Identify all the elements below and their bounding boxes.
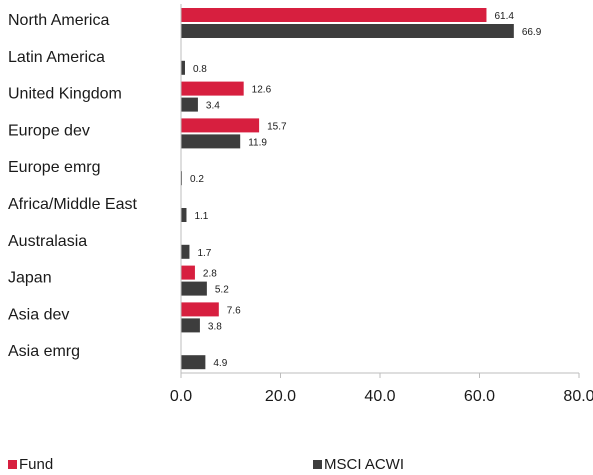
bar-msci-acwi-asia-emrg	[181, 355, 206, 370]
value-label-msci-acwi-united-kingdom: 3.4	[206, 101, 220, 112]
bar-msci-acwi-united-kingdom	[181, 97, 198, 112]
x-tick-label: 60.0	[464, 388, 495, 405]
x-tick-label: 20.0	[265, 388, 296, 405]
legend-label-msci-acwi: MSCI ACWI	[324, 455, 405, 473]
value-label-fund-united-kingdom: 12.6	[252, 85, 272, 96]
value-label-msci-acwi-europe-emrg: 0.2	[190, 174, 204, 185]
category-label-africa-middle-east: Africa/Middle East	[8, 196, 137, 213]
x-tick-label: 80.0	[563, 388, 593, 405]
category-label-asia-dev: Asia dev	[8, 306, 69, 323]
legend-item-msci-acwi: MSCI ACWI	[313, 455, 404, 473]
bar-fund-north-america	[181, 8, 487, 22]
bar-msci-acwi-latin-america	[181, 60, 185, 75]
category-label-australasia: Australasia	[8, 233, 87, 250]
value-labels: 61.4 66.9 0.8 12.6 3.4 15.711.9 0.2 1.1 1.7 2.8 5.…	[190, 11, 542, 369]
value-label-msci-acwi-australasia: 1.7	[197, 248, 211, 259]
value-label-msci-acwi-asia-dev: 3.8	[208, 321, 222, 332]
x-tick-label: 0.0	[170, 388, 192, 405]
value-label-msci-acwi-europe-dev: 11.9	[248, 137, 267, 148]
bar-fund-asia-dev	[181, 302, 219, 317]
value-label-fund-japan: 2.8	[203, 269, 217, 280]
legend-swatch-msci-acwi	[313, 459, 322, 469]
legend-swatch-fund	[8, 459, 17, 469]
value-label-fund-europe-dev: 15.7	[267, 121, 287, 132]
value-label-msci-acwi-north-america: 66.9	[522, 27, 542, 38]
value-label-fund-north-america: 61.4	[494, 11, 514, 22]
bar-msci-acwi-australasia	[181, 244, 190, 259]
value-label-msci-acwi-latin-america: 0.8	[193, 64, 207, 75]
value-label-fund-asia-dev: 7.6	[227, 305, 241, 316]
category-label-latin-america: Latin America	[8, 49, 105, 66]
bar-fund-europe-dev	[181, 118, 260, 133]
value-label-msci-acwi-africa-middle-east: 1.1	[194, 211, 208, 222]
category-label-asia-emrg: Asia emrg	[8, 343, 80, 360]
bar-msci-acwi-japan	[181, 281, 207, 296]
category-label-united-kingdom: United Kingdom	[8, 86, 122, 103]
bar-fund-united-kingdom	[181, 81, 244, 96]
category-label-japan: Japan	[8, 270, 52, 287]
x-tick-label: 40.0	[364, 388, 395, 405]
bar-fund-japan	[181, 265, 195, 280]
value-label-msci-acwi-asia-emrg: 4.9	[213, 358, 227, 369]
bars	[181, 8, 514, 370]
bar-msci-acwi-asia-dev	[181, 318, 200, 333]
category-labels: North America Latin America United Kingdom…	[8, 12, 137, 360]
x-axis: 0.0 20.0 40.0 60.0 80.0	[170, 4, 593, 405]
bar-msci-acwi-north-america	[181, 24, 514, 38]
value-label-msci-acwi-japan: 5.2	[215, 285, 229, 296]
category-label-europe-emrg: Europe emrg	[8, 159, 101, 176]
category-label-europe-dev: Europe dev	[8, 122, 90, 139]
bar-msci-acwi-europe-dev	[181, 134, 241, 149]
bar-msci-acwi-africa-middle-east	[181, 208, 187, 222]
category-label-north-america: North America	[8, 12, 109, 29]
legend-item-fund: Fund	[8, 455, 53, 473]
legend-label-fund: Fund	[19, 455, 54, 473]
